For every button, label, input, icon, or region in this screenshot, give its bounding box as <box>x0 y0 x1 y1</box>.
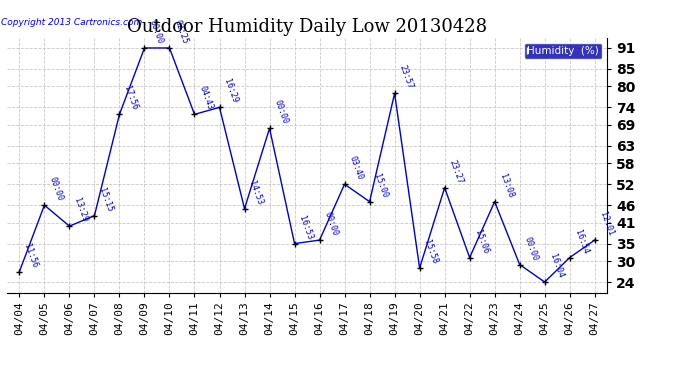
Text: 04:43: 04:43 <box>197 85 215 111</box>
Text: 15:06: 15:06 <box>473 228 490 255</box>
Text: 00:00: 00:00 <box>322 211 339 237</box>
Text: 16:54: 16:54 <box>573 228 590 255</box>
Text: 17:56: 17:56 <box>122 85 139 111</box>
Text: 00:00: 00:00 <box>273 99 290 126</box>
Text: 02:25: 02:25 <box>172 19 190 45</box>
Text: 16:04: 16:04 <box>548 253 564 279</box>
Text: 03:40: 03:40 <box>348 155 364 182</box>
Text: 16:53: 16:53 <box>297 214 315 241</box>
Text: 15:00: 15:00 <box>373 172 390 199</box>
Text: 23:57: 23:57 <box>397 64 415 91</box>
Text: 13:08: 13:08 <box>497 172 515 199</box>
Text: 16:29: 16:29 <box>222 78 239 105</box>
Text: 00:00: 00:00 <box>48 176 64 203</box>
Text: Copyright 2013 Cartronics.com: Copyright 2013 Cartronics.com <box>1 18 142 27</box>
Text: 15:15: 15:15 <box>97 186 115 213</box>
Text: 11:56: 11:56 <box>22 242 39 269</box>
Text: 12:01: 12:01 <box>598 211 615 237</box>
Text: 00:00: 00:00 <box>522 235 540 262</box>
Text: 15:58: 15:58 <box>422 238 440 265</box>
Legend: Humidity  (%): Humidity (%) <box>524 43 602 59</box>
Text: 00:00: 00:00 <box>148 19 164 45</box>
Text: 23:27: 23:27 <box>448 158 464 185</box>
Text: 13:29: 13:29 <box>72 197 90 223</box>
Text: 14:53: 14:53 <box>248 179 264 206</box>
Title: Outdoor Humidity Daily Low 20130428: Outdoor Humidity Daily Low 20130428 <box>127 18 487 36</box>
